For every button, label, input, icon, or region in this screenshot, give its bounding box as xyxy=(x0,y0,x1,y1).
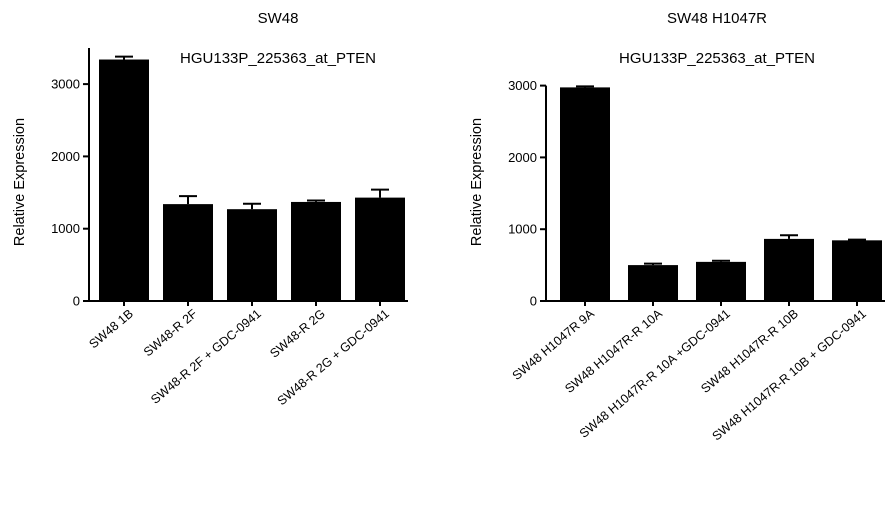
bars xyxy=(560,85,882,302)
y-tick-label: 1000 xyxy=(508,222,537,237)
bar xyxy=(832,240,882,301)
y-tick-label: 3000 xyxy=(51,77,80,92)
y-axis-label: Relative Expression xyxy=(469,118,485,246)
bar xyxy=(163,204,213,301)
bar xyxy=(227,209,277,301)
y-tick-label: 2000 xyxy=(508,150,537,165)
bar-chart-sw48-h1047r: SW48 H1047R HGU133P_225363_at_PTEN Relat… xyxy=(469,10,885,443)
y-axis-ticks: 0 1000 2000 3000 xyxy=(508,78,546,309)
bar xyxy=(560,87,610,302)
x-tick-label: SW48-R 2G + GDC-0941 xyxy=(275,307,392,409)
x-tick-label: SW48 H1047R-R 10A +GDC-0941 xyxy=(577,307,733,441)
bar xyxy=(764,238,814,301)
chart-title: SW48 xyxy=(258,10,299,27)
y-axis-ticks: 0 1000 2000 3000 xyxy=(51,77,89,309)
chart-panel-sw48-h1047r: SW48 H1047R HGU133P_225363_at_PTEN Relat… xyxy=(445,0,891,521)
y-tick-label: 3000 xyxy=(508,78,537,93)
bar-chart-sw48: SW48 HGU133P_225363_at_PTEN Relative Exp… xyxy=(12,10,408,409)
bars xyxy=(99,55,405,301)
bar xyxy=(355,197,405,301)
x-tick-label: SW48 H1047R-R 10B + GDC-0941 xyxy=(710,307,869,444)
chart-title: SW48 H1047R xyxy=(667,10,767,27)
chart-subtitle: HGU133P_225363_at_PTEN xyxy=(619,50,815,67)
x-tick-label: SW48-R 2G xyxy=(267,307,328,361)
bar xyxy=(696,261,746,301)
bar xyxy=(628,265,678,301)
y-axis-label: Relative Expression xyxy=(12,118,28,246)
bar xyxy=(291,201,341,301)
y-tick-label: 0 xyxy=(73,294,80,309)
y-tick-label: 1000 xyxy=(51,221,80,236)
y-tick-label: 0 xyxy=(530,294,537,309)
x-tick-label: SW48-R 2F + GDC-0941 xyxy=(148,307,264,407)
chart-subtitle: HGU133P_225363_at_PTEN xyxy=(180,50,376,67)
x-tick-label: SW48-R 2F xyxy=(141,306,200,359)
y-tick-label: 2000 xyxy=(51,149,80,164)
x-tick-label: SW48 1B xyxy=(86,307,135,352)
chart-panel-sw48: SW48 HGU133P_225363_at_PTEN Relative Exp… xyxy=(0,0,445,521)
bar xyxy=(99,59,149,301)
